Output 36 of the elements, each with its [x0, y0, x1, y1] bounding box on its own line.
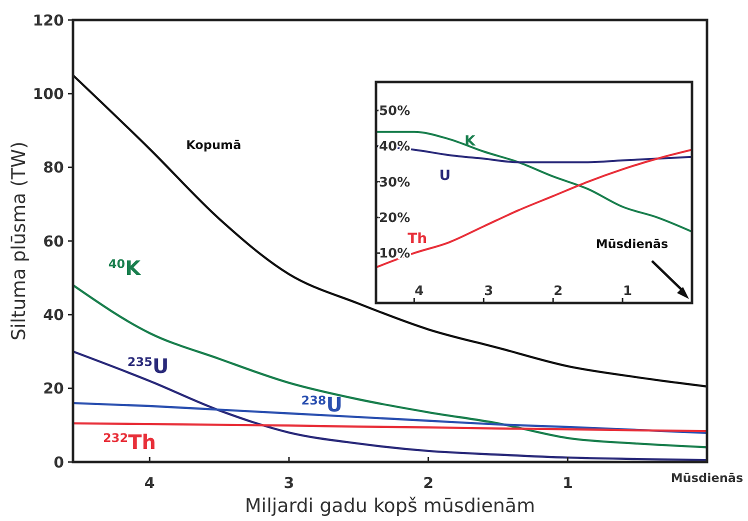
x-tick-label: 2	[423, 474, 434, 492]
y-tick-label: 20%	[379, 211, 410, 226]
y-axis-title: Siltuma plūsma (TW)	[8, 142, 30, 340]
x-axis-title: Miljardi gadu kopš mūsdienām	[244, 495, 536, 517]
line-series	[73, 350, 707, 462]
y-tick-label: 120	[32, 11, 64, 30]
series-label: U	[439, 168, 451, 184]
series-label: Th	[408, 231, 428, 248]
series-label: Kopumā	[186, 138, 242, 152]
x-tick-label: 1	[562, 474, 573, 492]
x-tick-label: Mūsdienās	[670, 471, 744, 485]
y-tick-label: 100	[32, 84, 64, 103]
series-label: $^{40}$K	[108, 256, 142, 280]
line-series	[73, 284, 707, 448]
x-tick-label: 4	[144, 474, 155, 492]
x-tick-label: 3	[284, 474, 294, 492]
y-tick-label: 20	[43, 380, 64, 398]
x-tick-label: 4	[414, 284, 424, 299]
series-label: $^{235}$U	[127, 354, 169, 378]
line-series	[73, 74, 707, 388]
x-tick-label: 3	[484, 284, 494, 299]
x-tick-label: 2	[554, 284, 563, 299]
series-label: $^{238}$U	[301, 392, 343, 416]
y-tick-label: 60	[43, 232, 64, 250]
x-tick-label: 1	[623, 284, 632, 299]
y-tick-label: 50%	[379, 104, 410, 120]
line-series	[73, 422, 707, 432]
y-tick-label: 0	[54, 453, 64, 472]
y-tick-label: 40	[43, 306, 64, 324]
series-label: $^{232}$Th	[103, 430, 156, 454]
annotation: Mūsdienās	[596, 237, 668, 251]
series-label: K	[464, 134, 476, 150]
y-tick-label: 10%	[379, 246, 410, 262]
y-tick-label: 30%	[379, 175, 410, 190]
line-series	[376, 130, 692, 233]
y-tick-label: 80	[43, 158, 64, 177]
